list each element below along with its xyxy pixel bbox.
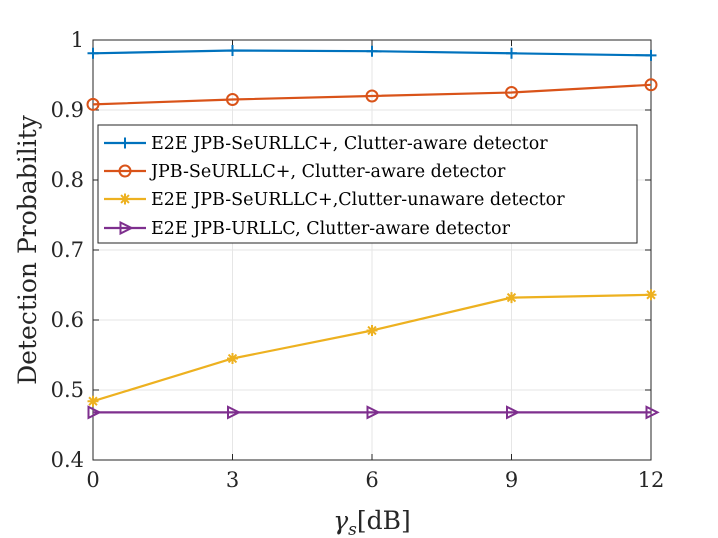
series-1-point	[366, 45, 378, 57]
y-tick-label: 0.7	[51, 238, 84, 262]
series-1	[87, 45, 657, 61]
series-4-point	[366, 405, 381, 420]
y-tick-label: 0.4	[51, 448, 84, 472]
legend-swatch-marker	[119, 137, 131, 149]
series-3-point	[645, 289, 657, 301]
series-4	[87, 405, 660, 420]
legend-entry-1: E2E JPB-SeURLLC+, Clutter-aware detector	[104, 134, 548, 154]
x-axis-label: γs[dB]	[333, 506, 411, 538]
series-4-point	[227, 405, 242, 420]
x-tick-label: 0	[86, 468, 99, 492]
x-tick-label: 6	[365, 468, 378, 492]
x-tick-label: 12	[638, 468, 665, 492]
series-3-point	[227, 353, 238, 364]
legend-label: E2E JPB-URLLC, Clutter-aware detector	[151, 219, 511, 239]
series-1-point	[506, 47, 517, 59]
legend-label: E2E JPB-SeURLLC+, Clutter-aware detector	[151, 134, 548, 154]
series-group	[86, 45, 660, 420]
legend-entry-2: JPB-SeURLLC+, Clutter-aware detector	[104, 162, 506, 182]
series-4-point	[87, 405, 102, 420]
series-3-point	[506, 292, 517, 304]
legend: E2E JPB-SeURLLC+, Clutter-aware detector…	[97, 124, 638, 244]
series-2-point	[505, 86, 518, 99]
series-2-line	[92, 83, 652, 106]
series-4-point	[506, 405, 521, 420]
legend-box	[97, 124, 638, 244]
x-axis-label-subscript: s	[348, 520, 357, 538]
x-tick-label: 9	[505, 468, 518, 492]
series-4-point	[645, 405, 660, 420]
series-2-point	[86, 97, 100, 111]
series-2-point	[226, 93, 239, 106]
legend-label: JPB-SeURLLC+, Clutter-aware detector	[149, 162, 506, 182]
x-axis-label-symbol: γ	[333, 506, 348, 535]
y-tick-label: 0.6	[51, 308, 84, 332]
y-tick-label: 0.8	[51, 168, 84, 192]
legend-entry-3: E2E JPB-SeURLLC+,Clutter-unaware detecto…	[104, 190, 565, 210]
x-tick-label: 3	[226, 468, 239, 492]
y-tick-label: 0.9	[51, 98, 84, 122]
series-1-point	[645, 49, 657, 61]
legend-swatch-marker	[119, 193, 131, 205]
series-1-point	[87, 47, 99, 59]
x-axis-label-unit: [dB]	[357, 506, 411, 535]
y-axis-label: Detection Probability	[13, 114, 42, 385]
legend-entry-4: E2E JPB-URLLC, Clutter-aware detector	[104, 219, 511, 239]
series-2-point	[644, 78, 658, 92]
series-1-point	[227, 45, 238, 56]
axis-ticks: 0 3 6 9 12 0.4 0.5 0.6 0.7 0.8 0.9 1	[51, 28, 665, 492]
series-2-point	[365, 89, 379, 103]
series-2	[86, 78, 658, 111]
series-3-point	[87, 395, 99, 407]
y-tick-label: 0.5	[51, 378, 84, 402]
legend-swatch-marker	[119, 220, 134, 236]
series-3	[87, 289, 657, 407]
y-tick-label: 1	[71, 28, 84, 52]
series-3-point	[366, 325, 378, 336]
legend-swatch-marker	[118, 164, 132, 178]
legend-label: E2E JPB-SeURLLC+,Clutter-unaware detecto…	[151, 190, 565, 210]
